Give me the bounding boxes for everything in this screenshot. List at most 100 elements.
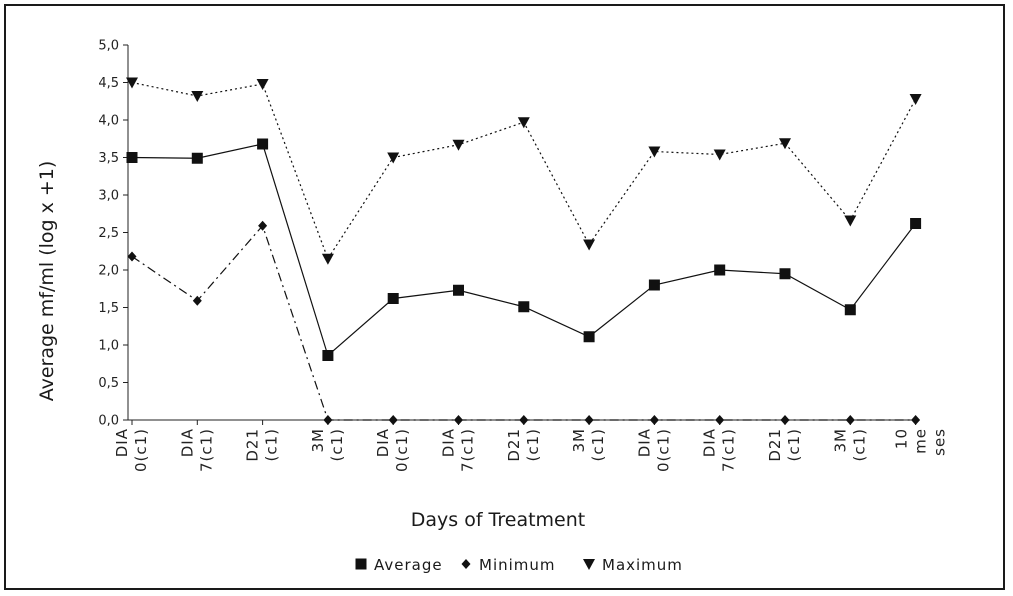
x-tick-label-line: ses [931, 428, 949, 456]
legend-item-maximum: Maximum [583, 556, 683, 574]
x-tick-label-line: DIA [635, 428, 653, 457]
x-tick-label: DIA 0(c1) [374, 428, 411, 472]
data-point-minimum [911, 415, 921, 425]
data-point-average [518, 301, 530, 313]
y-tick-label: 1,5 [98, 301, 119, 316]
x-tick-label: D21 (c1) [244, 428, 281, 462]
data-point-maximum [909, 94, 922, 105]
data-point-average [387, 293, 399, 304]
data-point-maximum [191, 91, 204, 102]
x-tick-label-line: DIA [374, 428, 392, 457]
data-point-maximum [648, 146, 661, 158]
x-tick-label: DIA 7(c1) [440, 428, 477, 472]
y-tick-label: 0,0 [98, 414, 119, 429]
legend-marker-maximum [583, 559, 595, 570]
x-tick-label-line: D21 [244, 428, 262, 462]
x-tick-label-line: 3M [309, 428, 327, 453]
y-tick-label: 5,0 [98, 39, 119, 54]
data-point-maximum [583, 239, 596, 251]
y-tick-label: 3,0 [98, 189, 119, 204]
x-tick-label-line: (c1) [589, 428, 607, 462]
x-tick-label-line: 3M [831, 428, 849, 453]
series-markers [126, 77, 922, 425]
axes [127, 45, 920, 421]
series-line-minimum [131, 224, 916, 421]
data-point-maximum [517, 117, 530, 129]
data-point-maximum [256, 79, 269, 90]
data-point-average [191, 152, 203, 164]
legend-marker-minimum [461, 559, 471, 569]
data-point-average [844, 304, 856, 316]
data-point-average [126, 152, 138, 163]
x-tick-label-line: DIA [113, 428, 131, 457]
line-chart: 0,00,51,01,52,02,53,03,54,04,55,0 DIA 0(c… [36, 39, 949, 575]
x-tick-label: 10 me ses [893, 428, 949, 456]
legend: Average Minimum Maximum [355, 556, 683, 574]
data-point-average [583, 331, 595, 343]
x-tick-label-line: (c1) [524, 428, 542, 462]
data-point-average [714, 264, 726, 276]
data-point-minimum [715, 415, 725, 425]
x-tick-label-line: D21 [766, 428, 784, 462]
x-tick-label-line: (c1) [263, 428, 281, 462]
x-tick-label-line: 0(c1) [132, 428, 150, 472]
data-point-minimum [845, 415, 855, 425]
y-tick-label: 2,0 [98, 264, 119, 279]
data-point-average [648, 279, 660, 291]
data-point-minimum [388, 415, 398, 425]
legend-label-average: Average [374, 556, 443, 574]
x-tick-label-line: D21 [505, 428, 523, 462]
data-point-minimum [519, 415, 529, 425]
legend-item-average: Average [355, 556, 443, 574]
legend-marker-average [355, 558, 367, 570]
x-tick-label: DIA 7(c1) [178, 428, 215, 472]
x-tick-label-line: 7(c1) [459, 428, 477, 472]
data-point-average [910, 218, 922, 229]
x-tick-label-line: (c1) [850, 428, 868, 462]
data-point-minimum [649, 415, 659, 425]
x-axis-label: Days of Treatment [411, 509, 586, 531]
x-tick-label: D21 (c1) [766, 428, 803, 462]
x-tick-label-line: 0(c1) [393, 428, 411, 472]
x-tick-label-line: DIA [701, 428, 719, 457]
x-tick-label-line: 7(c1) [197, 428, 215, 472]
y-tick-label: 3,5 [98, 151, 119, 166]
x-tick-label: 3M (c1) [309, 428, 346, 462]
y-axis-label: Average mf/ml (log x +1) [36, 161, 58, 402]
data-point-minimum [780, 415, 790, 425]
data-point-average [453, 284, 464, 296]
chart-frame: 0,0 0,5 1,0 1,5 2,0 2,5 3,0 3,5 4,0 4,5 5,0 DIA 0(c… [4, 4, 1005, 590]
data-point-minimum [258, 220, 268, 231]
data-point-maximum [321, 253, 334, 265]
x-tick-label: DIA 7(c1) [701, 428, 738, 472]
x-tick-label-line: DIA [178, 428, 196, 457]
x-tick-label-line: (c1) [328, 428, 346, 462]
x-tick-label-line: me [912, 428, 930, 454]
legend-item-minimum: Minimum [461, 556, 556, 574]
data-point-maximum [126, 77, 138, 89]
x-tick-label-line: 3M [570, 428, 588, 453]
data-point-maximum [713, 149, 726, 161]
data-point-maximum [844, 215, 857, 227]
data-point-minimum [323, 415, 333, 425]
y-tick-label: 4,5 [98, 76, 119, 91]
data-point-maximum [779, 138, 791, 150]
x-tick-label: DIA 0(c1) [635, 428, 672, 472]
series-line-average [131, 143, 917, 357]
data-point-minimum [454, 415, 463, 425]
y-tick-label: 2,5 [98, 226, 119, 241]
x-tick-label-line: 0(c1) [654, 428, 672, 472]
legend-label-maximum: Maximum [602, 556, 683, 574]
x-tick-label: 3M (c1) [570, 428, 607, 462]
y-tick-label: 0,5 [98, 376, 119, 391]
legend-label-minimum: Minimum [479, 556, 556, 574]
x-axis-ticks: DIA 0(c1) DIA 7(c1) D21 (c1) 3M (c1) DIA 0(c1) DIA… [113, 420, 949, 472]
data-point-maximum [387, 152, 400, 164]
x-tick-label-line: (c1) [785, 428, 803, 462]
y-axis-ticks: 0,0 0,5 1,0 1,5 2,0 2,5 3,0 3,5 4,0 4,5 5,0 [98, 39, 128, 429]
x-tick-label-line: 7(c1) [720, 428, 738, 472]
data-point-average [779, 268, 791, 280]
x-tick-label-line: DIA [440, 428, 458, 457]
data-point-average [322, 350, 334, 361]
x-tick-label: D21 (c1) [505, 428, 542, 462]
